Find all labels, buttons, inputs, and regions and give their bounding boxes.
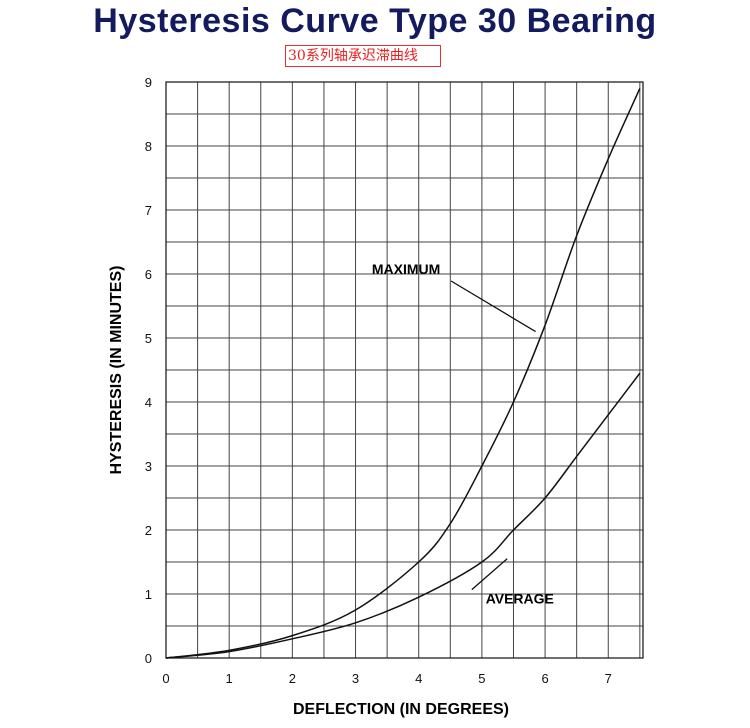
x-tick-label: 5 [478,671,485,686]
annotation-leader-line [471,558,508,591]
series-maximum-curve [165,88,641,659]
tick-labels: 0 1 2 3 4 5 6 7 0 1 2 3 4 5 6 7 8 9 [145,75,612,686]
y-tick-label: 4 [145,395,152,410]
y-tick-label: 8 [145,139,152,154]
x-tick-label: 4 [415,671,422,686]
series-average-curve [165,372,641,659]
x-tick-label: 1 [226,671,233,686]
grid [165,81,644,659]
y-tick-label: 5 [145,331,152,346]
y-tick-label: 7 [145,203,152,218]
x-tick-label: 7 [605,671,612,686]
x-axis-label: DEFLECTION (IN DEGREES) [293,701,509,718]
annotation-leader-line [450,280,536,333]
y-tick-label: 0 [145,651,152,666]
y-tick-label: 2 [145,523,152,538]
curves [165,88,641,659]
x-tick-label: 2 [289,671,296,686]
y-axis-label: HYSTERESIS (IN MINUTES) [108,266,125,475]
x-tick-label: 6 [541,671,548,686]
chart-title: Hysteresis Curve Type 30 Bearing [93,2,657,40]
y-tick-label: 3 [145,459,152,474]
x-tick-label: 0 [162,671,169,686]
annotations: MAXIMUM AVERAGE [372,261,554,607]
y-tick-label: 1 [145,587,152,602]
x-tick-label: 3 [352,671,359,686]
annotation-maximum: MAXIMUM [372,261,440,277]
plot-border [165,81,644,659]
y-tick-label: 9 [145,75,152,90]
chart-subtitle: 30系列轴承迟滞曲线 [285,45,441,67]
annotation-average: AVERAGE [486,591,554,607]
y-tick-label: 6 [145,267,152,282]
